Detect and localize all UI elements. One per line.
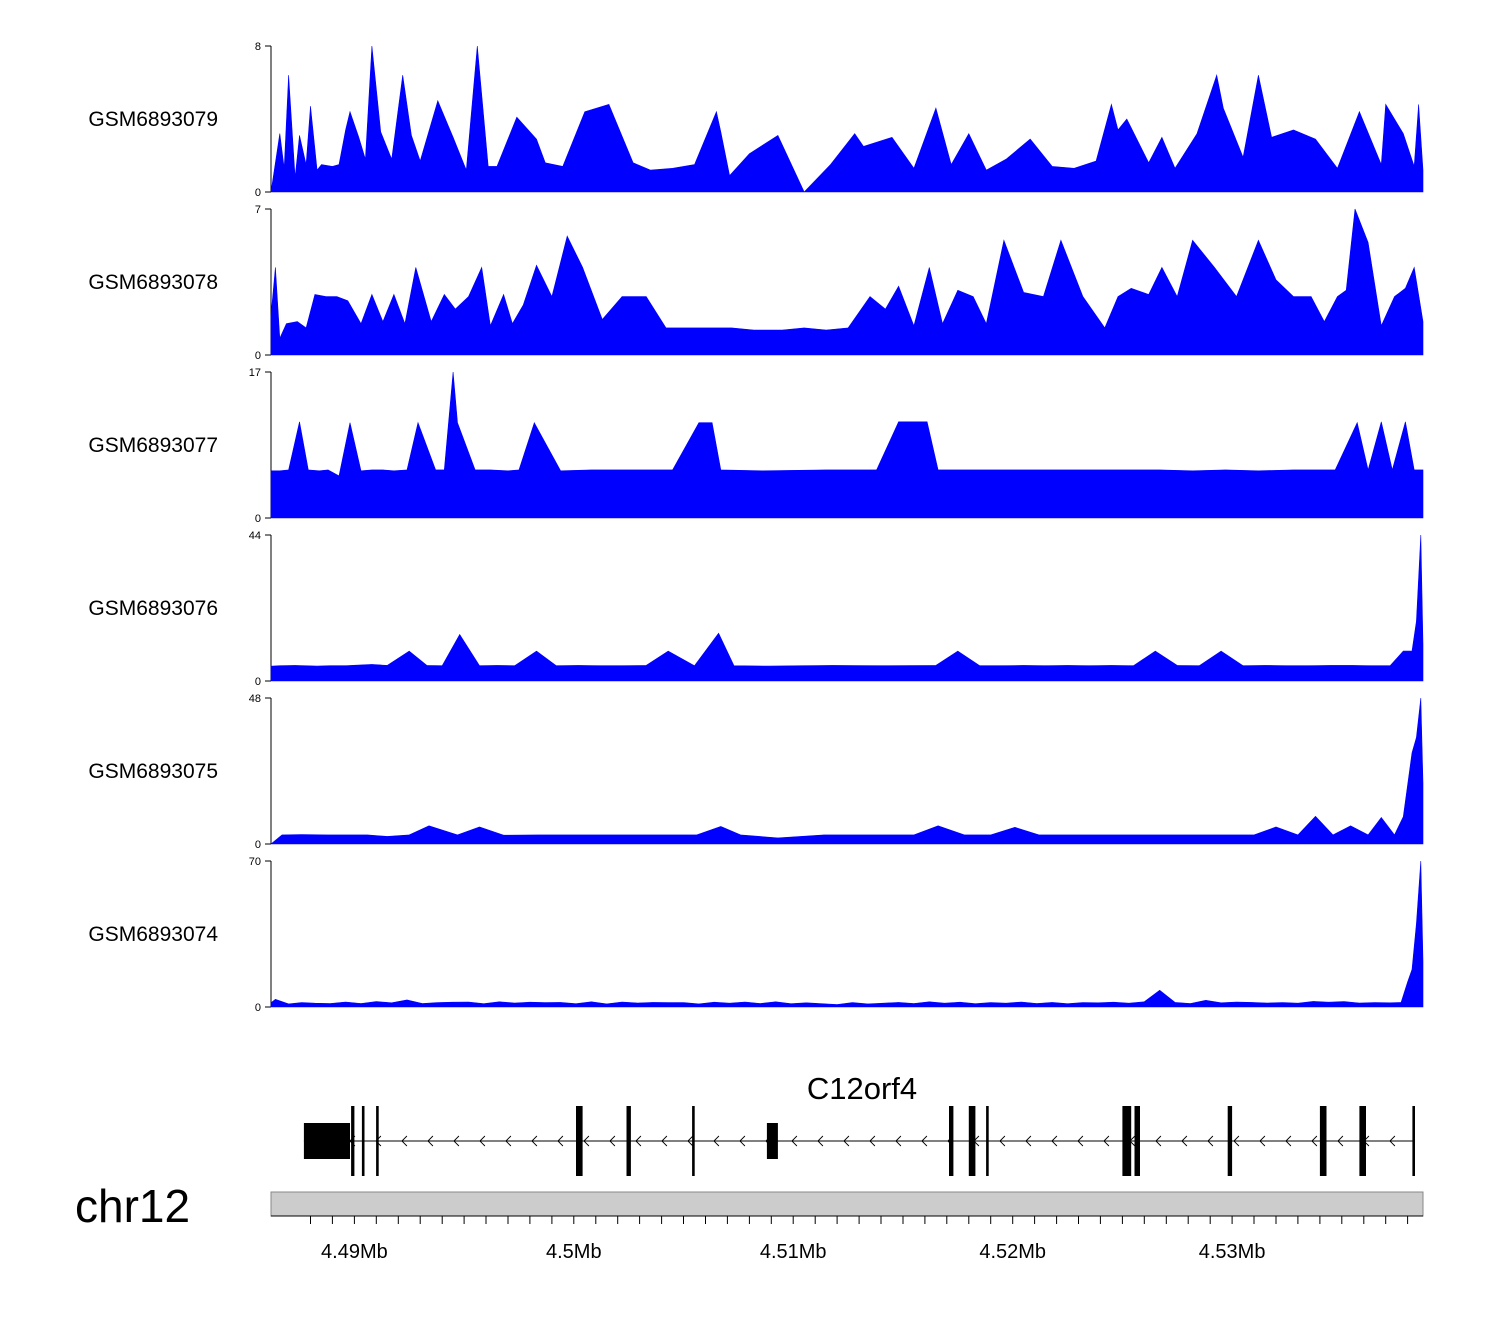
strand-arrow [453,1135,460,1147]
exon [949,1106,954,1176]
exon [361,1106,365,1176]
exon [766,1123,778,1159]
x-tick-label: 4.53Mb [1199,1241,1266,1263]
y-tick-label: 7 [255,204,261,216]
strand-arrow [1285,1135,1292,1147]
strand-arrow [1311,1135,1318,1147]
y-tick-label: 0 [255,187,261,199]
y-tick-label: 17 [249,367,261,379]
genome-axis: chr12 4.49Mb 4.5Mb 4.51Mb 4.52Mb 4.53Mb [75,1180,1424,1263]
exon [968,1106,976,1176]
strand-arrow [999,1135,1006,1147]
strand-arrow [843,1135,850,1147]
exon [626,1106,631,1176]
strand-arrow [1181,1135,1188,1147]
coverage-area-GSM6893075 [270,697,1424,845]
strand-arrow [1207,1135,1214,1147]
y-tick-label: 0 [255,513,261,525]
coverage-area-GSM6893077 [270,371,1424,519]
exon [1412,1106,1415,1176]
strand-arrow [869,1135,876,1147]
track-GSM6893074: GSM6893074 70 0 [88,856,1424,1014]
strand-arrow [1103,1135,1110,1147]
x-tick-label: 4.52Mb [979,1241,1046,1263]
strand-arrow [661,1135,668,1147]
exon [1227,1106,1233,1176]
exon [576,1106,583,1176]
y-tick-label: 0 [255,350,261,362]
strand-arrow [713,1135,720,1147]
y-tick-label: 48 [249,693,261,705]
x-tick-label: 4.51Mb [760,1241,827,1263]
exon [376,1106,379,1176]
exon [1122,1106,1132,1176]
y-tick-label: 70 [249,856,261,868]
exon [692,1106,695,1176]
track-GSM6893079: GSM6893079 8 0 [88,41,1424,199]
strand-arrow [895,1135,902,1147]
strand-arrow [1155,1135,1162,1147]
strand-arrow [1077,1135,1084,1147]
strand-arrow [1337,1135,1344,1147]
strand-arrow [557,1135,564,1147]
chromosome-ideogram-bar [270,1191,1424,1217]
track-label: GSM6893075 [88,760,218,783]
track-GSM6893077: GSM6893077 17 0 [88,367,1424,525]
strand-arrow [531,1135,538,1147]
x-tick-label: 4.5Mb [546,1241,602,1263]
gene-name-label: C12orf4 [807,1071,917,1106]
track-label: GSM6893078 [88,271,218,294]
track-label: GSM6893076 [88,597,218,620]
track-label: GSM6893079 [88,108,218,131]
strand-arrow [635,1135,642,1147]
track-GSM6893076: GSM6893076 44 0 [88,530,1424,688]
genome-axis-ticks: 4.49Mb 4.5Mb 4.51Mb 4.52Mb 4.53Mb [271,1215,1423,1263]
y-tick-label: 0 [255,839,261,851]
strand-arrow [609,1135,616,1147]
strand-arrow [687,1135,694,1147]
exon [1319,1106,1327,1176]
strand-arrow [479,1135,486,1147]
strand-arrow [791,1135,798,1147]
gene-track: C12orf4 [303,1071,1415,1176]
strand-arrow [817,1135,824,1147]
track-label: GSM6893074 [88,923,218,946]
gene-structure [303,1106,1415,1176]
strand-arrow [1233,1135,1240,1147]
track-label: GSM6893077 [88,434,218,457]
x-tick-label: 4.49Mb [321,1241,388,1263]
strand-arrow [375,1135,382,1147]
coverage-area-GSM6893076 [270,534,1424,682]
strand-arrow [1259,1135,1266,1147]
coverage-area-GSM6893078 [270,208,1424,356]
data-tracks: GSM689307980GSM689307870GSM6893077170GSM… [88,41,1424,1014]
strand-arrow [1025,1135,1032,1147]
y-tick-label: 8 [255,41,261,53]
exon [986,1106,989,1176]
strand-arrow [583,1135,590,1147]
strand-arrow [921,1135,928,1147]
strand-arrow [401,1135,408,1147]
coverage-area-GSM6893074 [270,860,1424,1008]
exon [351,1106,355,1176]
exon [303,1123,350,1159]
strand-arrow [1051,1135,1058,1147]
strand-arrow [739,1135,746,1147]
exon [1134,1106,1140,1176]
y-tick-label: 44 [249,530,261,542]
y-tick-label: 0 [255,1002,261,1014]
strand-arrow [1389,1135,1396,1147]
coverage-area-GSM6893079 [270,45,1424,193]
strand-arrow [505,1135,512,1147]
exon [1359,1106,1366,1176]
track-GSM6893078: GSM6893078 7 0 [88,204,1424,362]
strand-arrow [427,1135,434,1147]
track-GSM6893075: GSM6893075 48 0 [88,693,1424,851]
y-tick-label: 0 [255,676,261,688]
chromosome-label: chr12 [75,1180,190,1232]
